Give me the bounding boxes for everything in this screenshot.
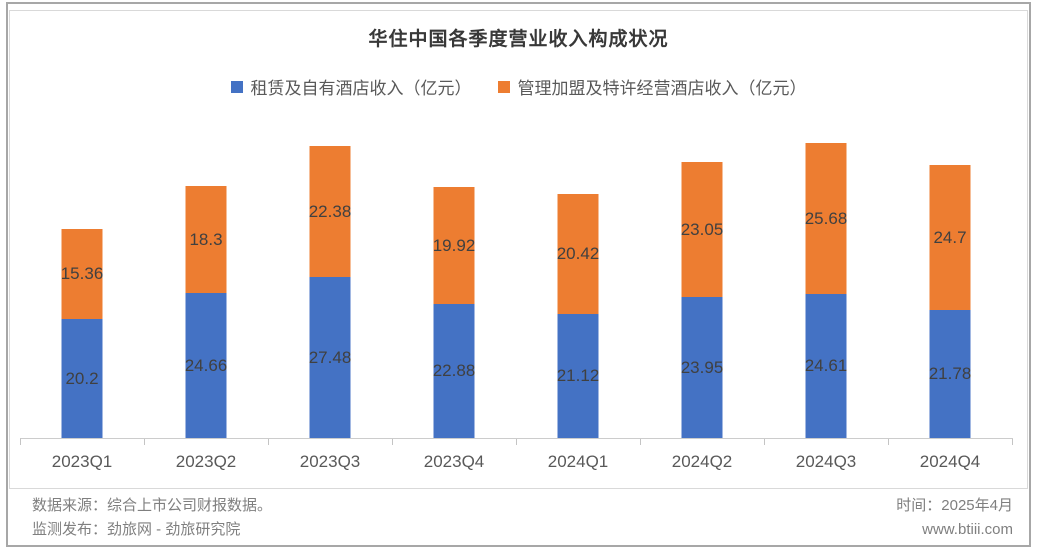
bar-segment-series2: 22.38 [308,146,352,277]
axis-tick [517,439,641,445]
footer-left: 数据来源：综合上市公司财报数据。 监测发布：劲旅网 - 劲旅研究院 [32,494,272,542]
chart-title: 华住中国各季度营业收入构成状况 [368,29,669,50]
axis-tick [889,439,1013,445]
bar-segment-series2: 20.42 [556,194,600,314]
website-text: www.btiii.com [922,521,1013,538]
bar-segment-series1: 23.95 [680,297,724,438]
x-axis-label: 2024Q3 [795,452,857,471]
axis-tick [765,439,889,445]
axis-tick [21,439,145,445]
data-label: 25.68 [804,208,848,228]
chart-panel: 华住中国各季度营业收入构成状况 租赁及自有酒店收入（亿元） 管理加盟及特许经营酒… [9,10,1028,489]
x-axis-label: 2024Q1 [547,452,609,471]
x-axis-line [20,438,1013,445]
axis-tick [393,439,517,445]
data-label: 20.42 [556,244,600,263]
bar-slot: 18.3 24.66 [144,111,268,438]
bar-slot: 15.36 20.2 [20,111,144,438]
stacked-bar-2024Q1: 20.42 21.12 [556,194,600,438]
legend-label: 管理加盟及特许经营酒店收入（亿元） [517,79,807,98]
bar-segment-series1: 21.78 [928,310,972,438]
bar-slot: 23.05 23.95 [640,111,764,438]
bar-segment-series1: 24.61 [804,294,848,438]
bar-segment-series2: 25.68 [804,143,848,294]
axis-tick [145,439,269,445]
legend-item-rental: 租赁及自有酒店收入（亿元） [230,74,472,99]
stacked-bar-2023Q2: 18.3 24.66 [184,186,228,438]
data-label: 23.95 [680,357,724,377]
data-label: 27.48 [308,347,352,367]
bar-segment-series1: 27.48 [308,277,352,438]
data-label: 21.78 [928,364,972,383]
bar-segment-series2: 23.05 [680,162,724,297]
data-label: 24.61 [804,356,848,375]
footer: 数据来源：综合上市公司财报数据。 监测发布：劲旅网 - 劲旅研究院 时间：202… [8,493,1029,545]
bar-slot: 19.92 22.88 [392,111,516,438]
time-text: 时间：2025年4月 [896,497,1013,514]
legend: 租赁及自有酒店收入（亿元） 管理加盟及特许经营酒店收入（亿元） [10,74,1027,99]
bar-slot: 25.68 24.61 [764,111,888,438]
legend-swatch-orange-icon [497,80,510,93]
x-axis-label: 2023Q3 [299,452,361,471]
footer-right: 时间：2025年4月 www.btiii.com [896,494,1013,542]
x-axis-label: 2023Q4 [423,452,485,471]
stacked-bar-2024Q3: 25.68 24.61 [804,143,848,438]
legend-swatch-blue-icon [230,80,243,93]
bar-slot: 24.7 21.78 [888,111,1012,438]
x-axis-label: 2023Q2 [175,452,237,471]
bar-segment-series2: 19.92 [432,187,476,304]
x-axis-labels: 2023Q1 2023Q2 2023Q3 2023Q4 2024Q1 2024Q2 2024… [20,452,1012,472]
stacked-bar-2024Q2: 23.05 23.95 [680,162,724,438]
x-axis-label: 2023Q1 [51,452,113,471]
data-label: 15.36 [60,264,104,283]
bar-slot: 22.38 27.48 [268,111,392,438]
x-axis-label: 2024Q4 [919,452,981,471]
bar-segment-series1: 20.2 [61,319,103,438]
bar-segment-series2: 15.36 [60,229,104,319]
stacked-bar-2023Q3: 22.38 27.48 [308,146,352,438]
legend-item-franchise: 管理加盟及特许经营酒店收入（亿元） [497,74,807,99]
data-label: 24.7 [933,227,967,247]
data-label: 20.2 [65,368,99,388]
stacked-bar-2024Q4: 24.7 21.78 [928,165,972,438]
bar-segment-series2: 18.3 [185,186,227,293]
x-axis-label: 2024Q2 [671,452,733,471]
outer-frame: 华住中国各季度营业收入构成状况 租赁及自有酒店收入（亿元） 管理加盟及特许经营酒… [6,2,1031,547]
axis-tick [641,439,765,445]
bar-segment-series1: 24.66 [184,293,228,438]
data-label: 22.38 [308,201,352,221]
plot-area: 15.36 20.2 18.3 24.66 22.38 27.48 19.92 22.88 20… [20,111,1012,438]
data-label: 22.88 [432,361,476,380]
bar-segment-series2: 24.7 [929,165,971,310]
data-label: 19.92 [432,235,476,255]
stacked-bar-2023Q1: 15.36 20.2 [60,229,104,438]
stacked-bar-2023Q4: 19.92 22.88 [432,187,476,438]
data-label: 23.05 [680,219,724,239]
data-label: 24.66 [184,355,228,375]
bar-slot: 20.42 21.12 [516,111,640,438]
axis-tick [269,439,393,445]
publisher-text: 监测发布：劲旅网 - 劲旅研究院 [32,521,241,538]
bar-segment-series1: 22.88 [432,304,476,438]
data-label: 18.3 [189,229,223,249]
data-label: 21.12 [556,366,600,385]
bar-segment-series1: 21.12 [556,314,600,438]
legend-label: 租赁及自有酒店收入（亿元） [250,79,472,98]
data-source-text: 数据来源：综合上市公司财报数据。 [32,497,273,514]
